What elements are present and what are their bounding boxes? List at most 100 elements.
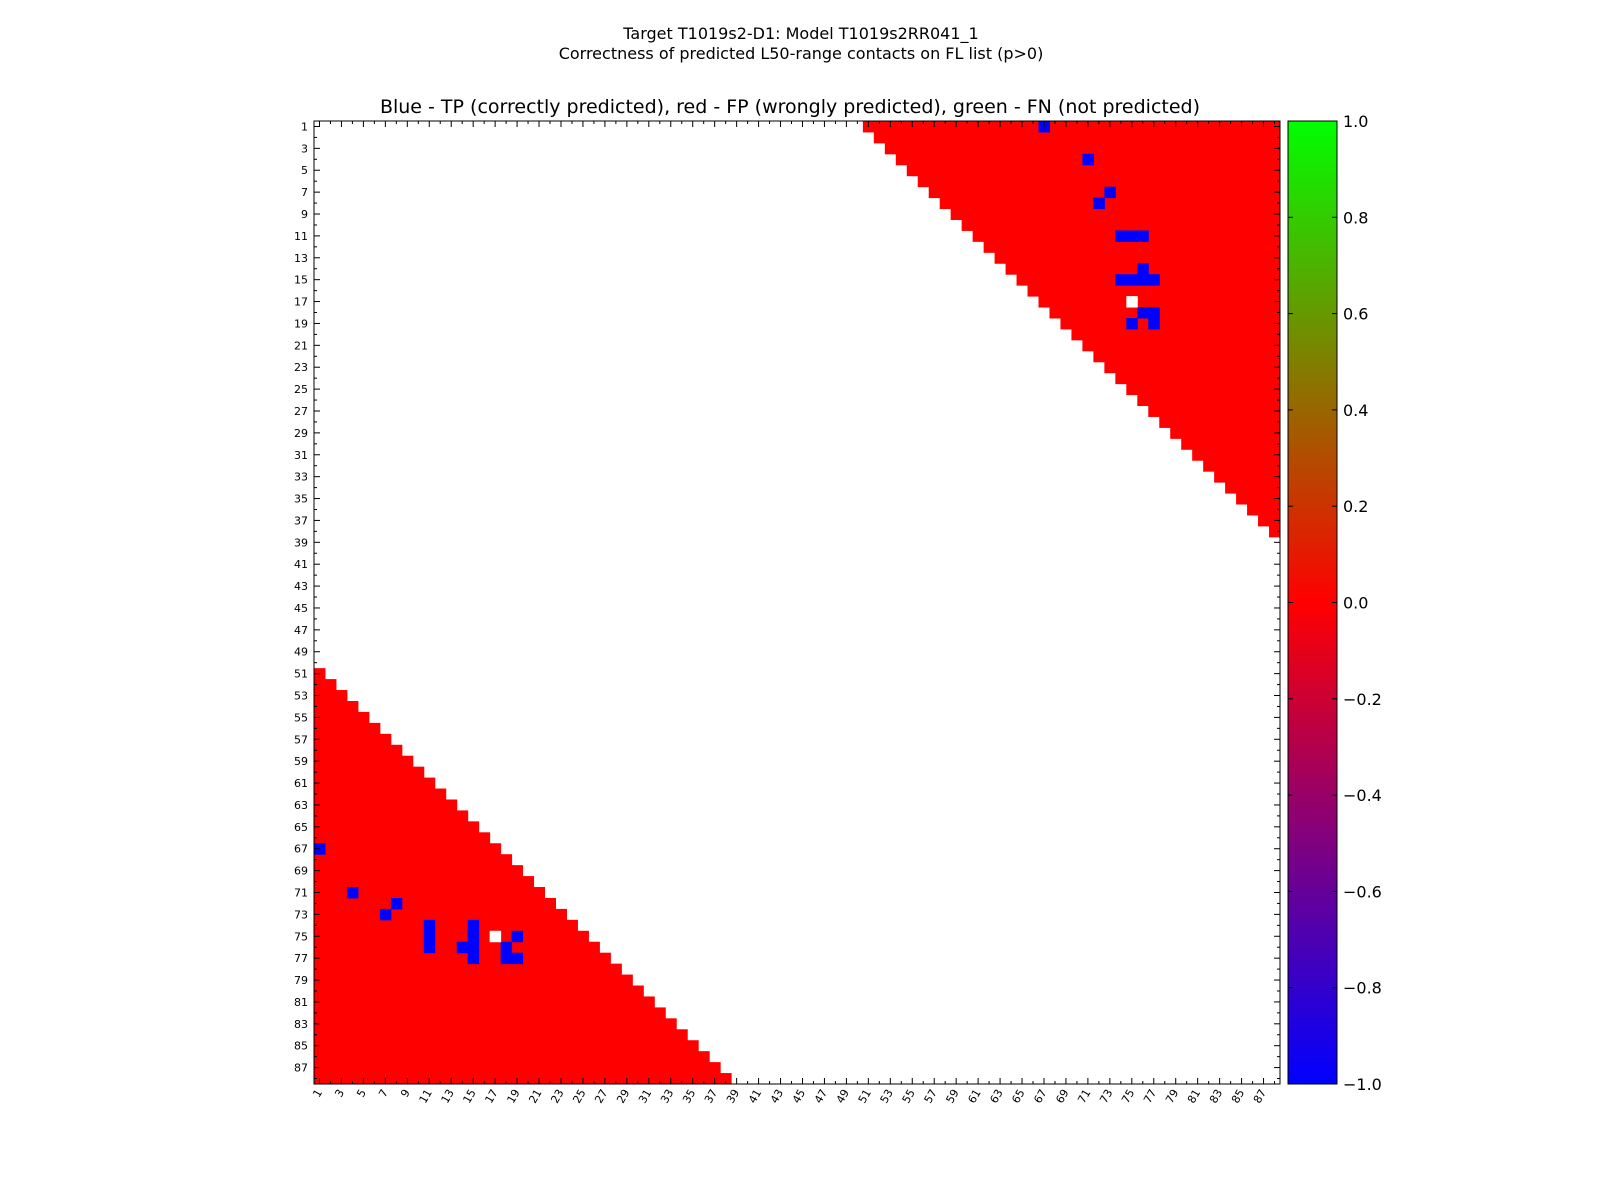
x-tick-label: 23 (548, 1087, 566, 1106)
fp-region-upper-row (1093, 350, 1281, 363)
fp-region-lower-row (314, 1040, 699, 1052)
fp-region-upper-row (1181, 438, 1281, 450)
tp-contact-cell (1115, 230, 1127, 242)
x-tick-label: 35 (680, 1087, 698, 1106)
fp-region-lower-row (314, 821, 480, 833)
y-tick-label: 21 (294, 339, 308, 352)
x-tick-label: 77 (1141, 1087, 1159, 1106)
y-tick-label: 33 (294, 471, 308, 484)
x-tick-label: 45 (790, 1087, 808, 1106)
fp-region-lower-row (314, 974, 633, 987)
y-tick-label: 79 (294, 974, 308, 987)
fp-region-upper-row (950, 208, 1281, 220)
y-tick-label: 35 (294, 493, 308, 506)
tp-contact-cell (1137, 274, 1149, 286)
y-tick-label: 65 (294, 821, 308, 834)
tp-contact-cell (390, 897, 403, 910)
y-tick-label: 53 (294, 690, 308, 703)
x-tick-label: 27 (592, 1087, 610, 1106)
tp-contact-cell (423, 930, 436, 943)
x-tick-label: 21 (526, 1087, 544, 1106)
fp-region-upper-row (873, 131, 1281, 144)
fp-region-upper-row (1137, 394, 1281, 407)
y-tick-label: 49 (294, 646, 308, 659)
fp-region-upper-row (1236, 493, 1281, 505)
x-tick-label: 1 (310, 1087, 325, 1100)
x-tick-label: 39 (724, 1087, 742, 1106)
fp-region-lower-row (314, 996, 655, 1008)
x-tick-label: 67 (1031, 1087, 1049, 1106)
y-tick-label: 23 (294, 361, 308, 374)
y-tick-label: 67 (294, 843, 308, 856)
x-tick-label: 33 (658, 1087, 676, 1106)
empty-cell (1126, 296, 1138, 308)
x-tick-label: 9 (398, 1087, 413, 1100)
chart-title-line2: Correctness of predicted L50-range conta… (559, 44, 1044, 63)
fp-region-lower-row (314, 679, 337, 691)
heatmap-cells (314, 121, 1281, 1085)
y-tick-label: 9 (301, 208, 308, 221)
y-tick-label: 11 (294, 230, 308, 243)
fp-region-upper-row (1126, 383, 1281, 396)
tp-contact-cell (1148, 307, 1160, 319)
y-tick-label: 25 (294, 383, 308, 396)
fp-region-lower-row (314, 722, 381, 735)
x-tick-label: 49 (834, 1087, 852, 1106)
y-tick-label: 7 (301, 186, 308, 199)
colorbar-tick-label: −0.4 (1343, 786, 1382, 805)
tp-contact-cell (346, 887, 359, 899)
fp-region-lower-row (314, 1029, 688, 1041)
x-tick-label: 71 (1075, 1087, 1093, 1106)
y-tick-label: 31 (294, 449, 308, 462)
fp-region-lower-row (314, 832, 491, 844)
y-tick-label: 15 (294, 274, 308, 287)
colorbar: 1.0 0.8 0.6 0.4 0.2 0.0 −0.2 −0.4 −0.6 −0.8 −1.0 (1287, 112, 1382, 1094)
fp-region-lower-row (314, 897, 556, 910)
x-tick-label: 83 (1207, 1087, 1225, 1106)
tp-contact-cell (511, 952, 524, 965)
fp-region-upper-row (1269, 525, 1281, 538)
y-tick-label: 45 (294, 602, 308, 615)
fp-region-lower-row (314, 876, 535, 888)
tp-contact-cell (1082, 153, 1094, 166)
fp-region-lower-row (314, 733, 392, 746)
fp-region-lower-row (314, 711, 370, 724)
x-tick-label: 65 (1009, 1087, 1027, 1106)
fp-region-lower-row (314, 700, 359, 713)
y-tick-label: 39 (294, 536, 308, 549)
fp-region-lower-row (314, 854, 513, 866)
x-tick-label: 29 (614, 1087, 632, 1106)
y-tick-label: 71 (294, 886, 308, 899)
fp-region-upper-row (1082, 339, 1281, 352)
fp-region-upper-row (1192, 449, 1281, 461)
x-tick-label: 81 (1185, 1087, 1203, 1106)
colorbar-tick-label: 0.4 (1343, 401, 1368, 420)
plot-frame (313, 120, 1281, 1085)
x-tick-label: 47 (812, 1087, 830, 1106)
y-tick-label: 1 (301, 120, 308, 133)
fp-region-upper-row (1049, 307, 1281, 319)
tp-contact-cell (1137, 307, 1149, 319)
x-tick-label: 25 (570, 1087, 588, 1106)
fp-region-lower-row (314, 755, 414, 768)
fp-region-lower-row (314, 788, 447, 800)
x-tick-label: 69 (1053, 1087, 1071, 1106)
colorbar-tick-label: −1.0 (1343, 1075, 1382, 1094)
fp-region-lower-row (314, 799, 458, 811)
x-tick-label: 13 (439, 1087, 457, 1106)
fp-region-upper-row (1038, 296, 1281, 308)
x-tick-label: 43 (768, 1087, 786, 1106)
fp-region-upper-row (1071, 328, 1281, 341)
fp-region-lower-row (314, 985, 644, 997)
fp-region-lower-row (314, 777, 436, 790)
tp-contact-cell (1137, 230, 1149, 242)
colorbar-tick-label: 0.2 (1343, 497, 1368, 516)
fp-region-upper-row (884, 142, 1281, 155)
x-tick-label: 79 (1163, 1087, 1181, 1106)
heatmap-axes: 1133557799111113131515171719192121232325… (294, 120, 1281, 1106)
colorbar-gradient (1287, 120, 1338, 1085)
fp-region-upper-row (917, 175, 1281, 188)
colorbar-tick-label: 0.0 (1343, 594, 1368, 613)
fp-region-lower-row (314, 930, 589, 943)
